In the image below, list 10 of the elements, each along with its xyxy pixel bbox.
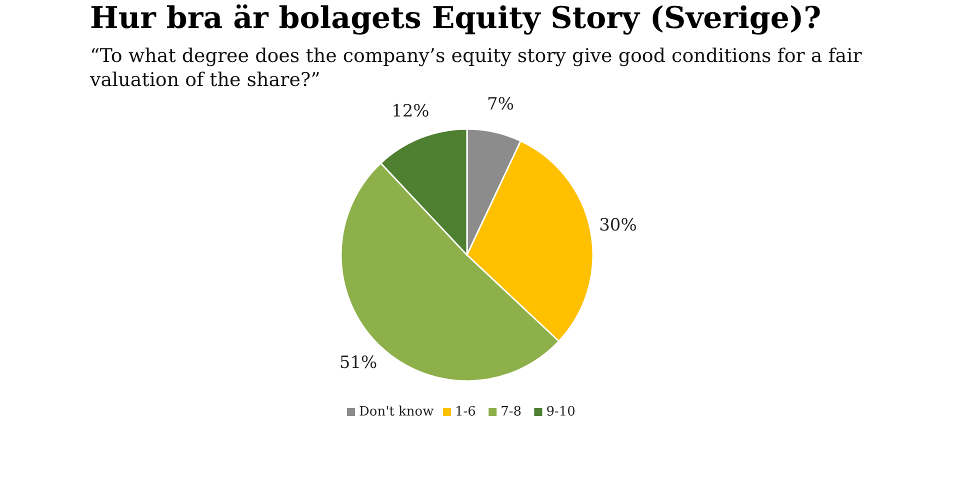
legend-label: Don't know xyxy=(359,404,434,420)
legend-label: 9-10 xyxy=(546,404,576,420)
data-label: 12% xyxy=(392,101,430,122)
chart-title: Hur bra är bolagets Equity Story (Sverige)? xyxy=(90,1,822,36)
data-label: 7% xyxy=(487,94,514,114)
data-label: 51% xyxy=(339,353,378,374)
legend-label: 7-8 xyxy=(500,404,522,420)
chart-subtitle: “To what degree does the company’s equity story give good conditions for a fair valuation of the share?” xyxy=(89,45,863,91)
legend-label: 1-6 xyxy=(455,404,476,420)
data-label: 30% xyxy=(599,216,637,236)
